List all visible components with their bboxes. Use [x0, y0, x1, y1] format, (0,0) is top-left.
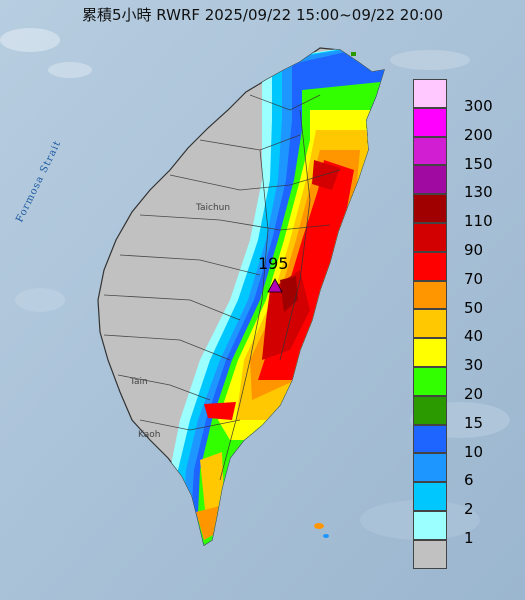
legend-label: 40: [464, 327, 484, 346]
legend-label: 50: [464, 298, 484, 317]
city-label-tainan: Tain: [130, 377, 148, 387]
legend-swatch: [413, 222, 447, 252]
legend-label: 20: [464, 385, 484, 403]
legend-label: 70: [464, 269, 484, 288]
legend-swatch: [413, 107, 447, 137]
legend-swatch: [413, 424, 447, 454]
legend-swatch: [413, 482, 447, 511]
county-boundaries: [103, 94, 341, 481]
rainfall-legend: [413, 79, 447, 569]
legend-label: 110: [464, 212, 493, 231]
legend-label: 2: [464, 500, 474, 519]
legend-label: 200: [464, 125, 493, 144]
legend-label: 300: [464, 97, 493, 115]
legend-swatch: [413, 251, 447, 281]
legend-swatch: [413, 165, 447, 195]
legend-swatch: [413, 453, 447, 483]
legend-swatch: [413, 136, 447, 166]
peak-value-label: 195: [258, 254, 289, 273]
map-title: 累積5小時 RWRF 2025/09/22 15:00~09/22 20:00: [81, 6, 444, 24]
city-label-kaohsiung: Kaoh: [138, 430, 161, 440]
city-label-taichung: Taichun: [196, 203, 231, 213]
legend-swatch: [413, 79, 447, 108]
legend-swatch: [413, 309, 447, 339]
legend-label: 6: [464, 471, 474, 490]
legend-swatch: [413, 510, 447, 540]
keelung-islet: [351, 52, 356, 56]
legend-swatch: [413, 338, 447, 367]
legend-label: 30: [464, 356, 484, 375]
green-island: [314, 523, 324, 529]
legend-swatch: [413, 366, 447, 396]
legend-swatch: [413, 395, 447, 425]
legend-label: 90: [464, 241, 484, 259]
legend-swatch: [413, 280, 447, 310]
legend-label: 130: [464, 183, 493, 202]
legend-swatch: [413, 194, 447, 223]
legend-label: 1: [464, 529, 474, 547]
legend-label: 15: [464, 413, 484, 432]
peak-marker: [267, 278, 283, 293]
legend-label: 10: [464, 442, 484, 461]
legend-swatch: [413, 539, 447, 569]
orchid-island: [323, 534, 329, 538]
legend-label: 150: [464, 154, 493, 173]
